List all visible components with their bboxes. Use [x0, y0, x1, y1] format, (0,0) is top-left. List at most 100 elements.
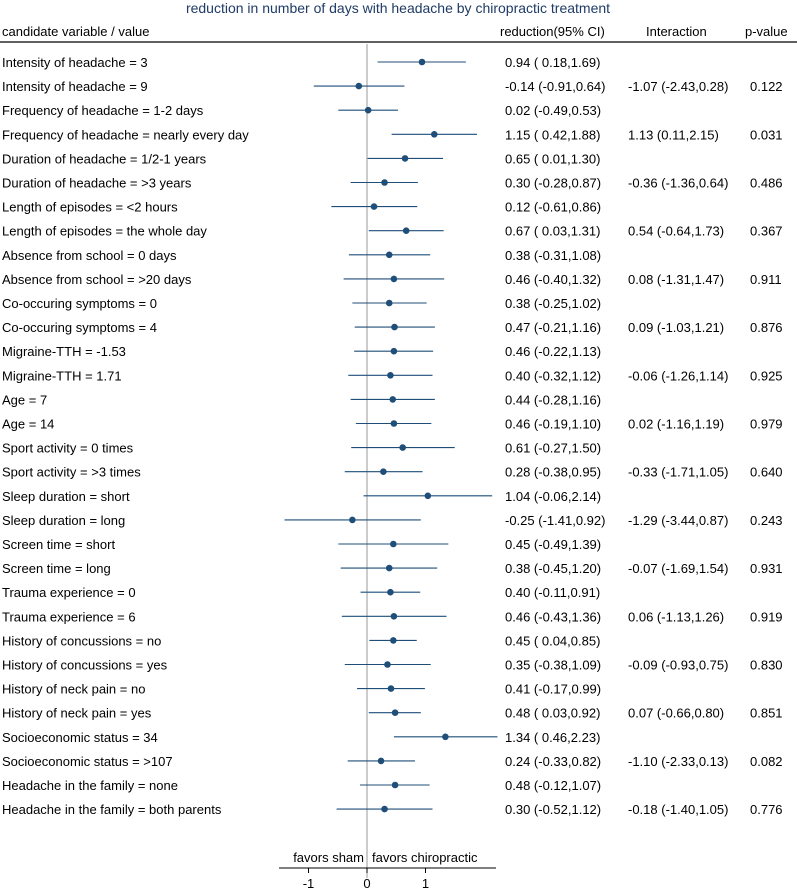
p-value: 0.911 [750, 272, 782, 287]
point-estimate [377, 757, 385, 765]
row-label: Trauma experience = 6 [2, 609, 136, 624]
table-row: Age = 7 0.44 (-0.28,1.16) [2, 392, 601, 407]
point-estimate [355, 82, 363, 90]
p-value: 0.830 [750, 658, 783, 673]
reduction-ci-value: 0.40 (-0.11,0.91) [505, 585, 600, 600]
point-estimate [430, 131, 438, 138]
rows-group: Intensity of headache = 3 0.94 ( 0.18,1.6… [2, 44, 783, 878]
point-estimate [401, 155, 409, 162]
row-label: Screen time = short [2, 537, 115, 552]
reduction-ci-value: 0.24 (-0.33,0.82) [505, 754, 601, 769]
table-row: Duration of headache = 1/2-1 years 0.65 (… [2, 151, 600, 166]
table-row: Sleep duration = short 1.04 (-0.06,2.14) [2, 489, 601, 504]
point-estimate [364, 106, 372, 114]
point-estimate [418, 58, 426, 66]
row-label: Co-occuring symptoms = 0 [2, 296, 157, 311]
table-row: History of neck pain = no 0.41 (-0.17,0.9… [2, 682, 601, 697]
x-axis-ticks: -1 0 1 [303, 868, 429, 890]
point-estimate [381, 179, 388, 186]
row-label: Age = 7 [2, 392, 47, 407]
row-label: Sport activity = 0 times [2, 441, 134, 456]
reduction-ci-value: 0.67 ( 0.03,1.31) [505, 224, 600, 239]
reduction-ci-value: 1.15 ( 0.42,1.88) [505, 127, 600, 142]
reduction-ci-value: 0.40 (-0.32,1.12) [505, 368, 601, 383]
point-estimate [384, 661, 391, 668]
row-label: Frequency of headache = 1-2 days [2, 103, 204, 118]
interaction-value: -1.10 (-2.33,0.13) [628, 754, 728, 769]
reduction-ci-value: 0.02 (-0.49,0.53) [505, 103, 601, 118]
point-estimate [442, 733, 449, 741]
row-label: History of concussions = yes [2, 658, 168, 673]
interaction-value: 0.09 (-1.03,1.21) [628, 320, 724, 335]
p-value: 0.919 [750, 609, 783, 624]
point-estimate [390, 637, 397, 644]
reduction-ci-value: 0.38 (-0.31,1.08) [505, 248, 601, 263]
reduction-ci-value: 0.48 ( 0.03,0.92) [505, 706, 600, 721]
p-value: 0.367 [750, 224, 783, 239]
row-label: Absence from school = >20 days [2, 272, 192, 287]
point-estimate [390, 275, 398, 283]
reduction-ci-value: 0.46 (-0.19,1.10) [505, 417, 601, 432]
header-variable: candidate variable / value [2, 24, 149, 39]
header-reduction: reduction(95% CI) [500, 24, 605, 39]
interaction-value: -0.06 (-1.26,1.14) [628, 368, 728, 383]
row-label: History of concussions = no [2, 633, 161, 648]
point-estimate [389, 396, 397, 403]
row-label: Duration of headache = 1/2-1 years [2, 151, 207, 166]
point-estimate [391, 781, 399, 789]
table-row: Headache in the family = none 0.48 (-0.12… [2, 778, 601, 793]
table-row: Age = 14 0.46 (-0.19,1.10) 0.02 (-1.16,1.1… [2, 417, 783, 432]
row-label: Duration of headache = >3 years [2, 176, 192, 191]
row-label: Headache in the family = both parents [2, 802, 222, 817]
p-value: 0.122 [750, 79, 783, 94]
interaction-value: 0.02 (-1.16,1.19) [628, 417, 724, 432]
table-row: Migraine-TTH = 1.71 0.40 (-0.32,1.12) -0.0… [2, 368, 783, 383]
reduction-ci-value: 0.30 (-0.52,1.12) [505, 802, 601, 817]
row-label: Migraine-TTH = 1.71 [2, 368, 122, 383]
point-estimate [390, 613, 398, 620]
row-label: Intensity of headache = 9 [2, 79, 148, 94]
point-estimate [399, 444, 406, 451]
p-value: 0.851 [750, 706, 783, 721]
reduction-ci-value: 0.45 (-0.49,1.39) [505, 537, 601, 552]
row-label: Co-occuring symptoms = 4 [2, 320, 157, 335]
table-row: Trauma experience = 6 0.46 (-0.43,1.36) 0.… [2, 609, 783, 624]
row-label: Sleep duration = short [2, 489, 130, 504]
interaction-value: -1.07 (-2.43,0.28) [628, 79, 728, 94]
table-row: Frequency of headache = 1-2 days 0.02 (-0… [2, 103, 601, 118]
interaction-value: 0.06 (-1.13,1.26) [628, 609, 724, 624]
row-label: History of neck pain = yes [2, 706, 152, 721]
point-estimate [385, 564, 393, 572]
p-value: 0.931 [750, 561, 783, 576]
p-value: 0.925 [750, 368, 783, 383]
reduction-ci-value: 0.45 ( 0.04,0.85) [505, 633, 600, 648]
p-value: 0.640 [750, 465, 783, 480]
row-label: History of neck pain = no [2, 682, 145, 697]
p-value: 0.243 [750, 513, 783, 528]
point-estimate [387, 588, 394, 596]
p-value: 0.979 [750, 417, 783, 432]
table-row: Co-occuring symptoms = 4 0.47 (-0.21,1.16… [2, 320, 783, 335]
table-row: History of concussions = no 0.45 ( 0.04,0… [2, 633, 600, 648]
reduction-ci-value: 0.38 (-0.25,1.02) [505, 296, 601, 311]
p-value: 0.082 [750, 754, 783, 769]
x-tick-label: 1 [422, 876, 429, 890]
table-row: Screen time = short 0.45 (-0.49,1.39) [2, 537, 601, 552]
point-estimate [381, 805, 388, 813]
point-estimate [391, 323, 398, 331]
table-row: History of neck pain = yes 0.48 ( 0.03,0.… [2, 706, 783, 721]
table-row: Sport activity = 0 times 0.61 (-0.27,1.50… [2, 441, 601, 456]
point-estimate [385, 299, 393, 307]
point-estimate [380, 468, 387, 476]
table-row: Co-occuring symptoms = 0 0.38 (-0.25,1.02… [2, 296, 601, 311]
interaction-value: -1.29 (-3.44,0.87) [628, 513, 728, 528]
reduction-ci-value: -0.14 (-0.91,0.64) [505, 79, 605, 94]
table-row: Migraine-TTH = -1.53 0.46 (-0.22,1.13) [2, 344, 601, 359]
reduction-ci-value: 0.46 (-0.43,1.36) [505, 609, 601, 624]
reduction-ci-value: 0.47 (-0.21,1.16) [505, 320, 601, 335]
reduction-ci-value: -0.25 (-1.41,0.92) [505, 513, 605, 528]
row-label: Intensity of headache = 3 [2, 55, 148, 70]
table-row: Socioeconomic status = >107 0.24 (-0.33,0… [2, 754, 783, 769]
x-tick-label: -1 [303, 876, 315, 890]
